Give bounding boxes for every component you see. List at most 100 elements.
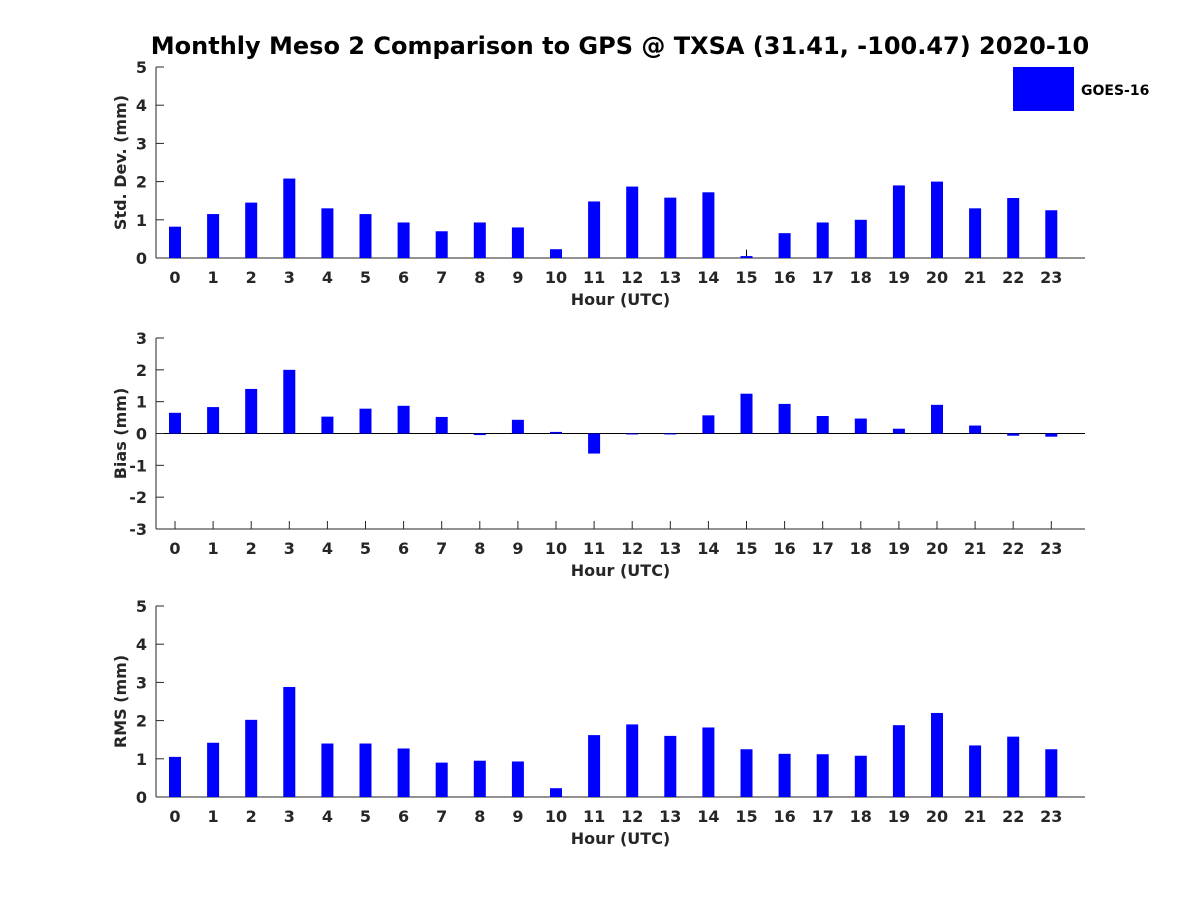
std-dev-bar-17 bbox=[816, 222, 829, 258]
bias-y-tick-label: 1 bbox=[136, 393, 147, 412]
bias-x-tick-label: 6 bbox=[398, 539, 409, 558]
std-dev-bar-2 bbox=[245, 202, 258, 258]
std-dev-bar-15 bbox=[740, 256, 753, 258]
std-dev-x-tick-label: 13 bbox=[659, 268, 681, 287]
bias-x-tick-label: 7 bbox=[436, 539, 447, 558]
bias-x-tick-label: 18 bbox=[850, 539, 872, 558]
std-dev-x-tick-label: 7 bbox=[436, 268, 447, 287]
rms-x-tick-label: 9 bbox=[512, 807, 523, 826]
rms-x-tick-label: 21 bbox=[964, 807, 986, 826]
std-dev-x-tick-label: 5 bbox=[360, 268, 371, 287]
std-dev-bar-0 bbox=[169, 226, 181, 258]
std-dev-x-tick-label: 17 bbox=[812, 268, 834, 287]
rms-x-tick-label: 19 bbox=[888, 807, 910, 826]
rms-x-tick-label: 4 bbox=[322, 807, 333, 826]
bias-x-axis-label: Hour (UTC) bbox=[571, 561, 671, 580]
chart-title: Monthly Meso 2 Comparison to GPS @ TXSA … bbox=[151, 32, 1089, 60]
rms-x-tick-label: 13 bbox=[659, 807, 681, 826]
bias-x-tick-label: 12 bbox=[621, 539, 643, 558]
rms-y-tick-label: 0 bbox=[136, 788, 147, 807]
bias-x-tick-label: 20 bbox=[926, 539, 948, 558]
bias-bar-14 bbox=[702, 415, 715, 434]
bias-x-tick-label: 16 bbox=[773, 539, 795, 558]
std-dev-bar-3 bbox=[283, 178, 296, 258]
rms-x-tick-label: 11 bbox=[583, 807, 605, 826]
rms-bar-7 bbox=[435, 762, 448, 797]
std-dev-x-tick-label: 4 bbox=[322, 268, 333, 287]
bias-bar-17 bbox=[816, 415, 829, 434]
rms-bar-9 bbox=[511, 761, 524, 797]
rms-bar-19 bbox=[892, 725, 905, 797]
std-dev-x-tick-label: 10 bbox=[545, 268, 567, 287]
bias-x-tick-label: 17 bbox=[812, 539, 834, 558]
std-dev-x-tick-label: 2 bbox=[246, 268, 257, 287]
rms-x-tick-label: 1 bbox=[208, 807, 219, 826]
std-dev-x-tick-label: 20 bbox=[926, 268, 948, 287]
rms-bar-16 bbox=[778, 753, 791, 797]
bias-bar-23 bbox=[1045, 433, 1058, 437]
bias-bar-19 bbox=[892, 428, 905, 434]
bias-y-tick-label: 3 bbox=[136, 329, 147, 348]
std-dev-x-tick-label: 16 bbox=[773, 268, 795, 287]
rms-y-tick-label: 1 bbox=[136, 750, 147, 769]
bias-bar-11 bbox=[588, 433, 601, 454]
std-dev-x-tick-label: 23 bbox=[1040, 268, 1062, 287]
rms-x-tick-label: 0 bbox=[169, 807, 180, 826]
rms-x-tick-label: 15 bbox=[735, 807, 757, 826]
bias-x-tick-label: 11 bbox=[583, 539, 605, 558]
bias-bar-21 bbox=[969, 425, 982, 434]
bias-y-tick-label: -2 bbox=[129, 488, 147, 507]
std-dev-bar-4 bbox=[321, 208, 334, 258]
std-dev-bar-20 bbox=[931, 181, 943, 258]
std-dev-x-tick-label: 3 bbox=[284, 268, 295, 287]
rms-bar-17 bbox=[816, 754, 829, 797]
rms-bar-13 bbox=[664, 735, 677, 797]
std-dev-y-tick-label: 0 bbox=[136, 249, 147, 268]
std-dev-bar-16 bbox=[778, 233, 791, 258]
std-dev-x-tick-label: 19 bbox=[888, 268, 910, 287]
rms-x-axis-label: Hour (UTC) bbox=[571, 829, 671, 848]
std-dev-bar-1 bbox=[207, 214, 220, 258]
bias-x-tick-label: 13 bbox=[659, 539, 681, 558]
rms-x-tick-label: 14 bbox=[697, 807, 719, 826]
std-dev-bar-13 bbox=[664, 197, 677, 258]
rms-bar-4 bbox=[321, 743, 334, 797]
std-dev-bar-22 bbox=[1007, 198, 1020, 258]
std-dev-x-tick-label: 6 bbox=[398, 268, 409, 287]
rms-x-tick-label: 7 bbox=[436, 807, 447, 826]
std-dev-bar-7 bbox=[435, 231, 448, 258]
std-dev-x-tick-label: 11 bbox=[583, 268, 605, 287]
bias-x-tick-label: 14 bbox=[697, 539, 719, 558]
std-dev-x-tick-label: 14 bbox=[697, 268, 719, 287]
std-dev-x-tick-label: 18 bbox=[850, 268, 872, 287]
rms-bar-8 bbox=[473, 760, 486, 797]
rms-bar-15 bbox=[740, 749, 753, 797]
bias-y-tick-label: -1 bbox=[129, 456, 147, 475]
bias-x-tick-label: 1 bbox=[208, 539, 219, 558]
rms-x-tick-label: 17 bbox=[812, 807, 834, 826]
std-dev-bar-21 bbox=[969, 208, 982, 258]
bias-y-tick-label: 2 bbox=[136, 361, 147, 380]
bias-x-tick-label: 9 bbox=[512, 539, 523, 558]
std-dev-bar-14 bbox=[702, 192, 715, 258]
rms-y-tick-label: 4 bbox=[136, 635, 147, 654]
bias-x-tick-label: 5 bbox=[360, 539, 371, 558]
bias-x-tick-label: 10 bbox=[545, 539, 567, 558]
bias-bar-15 bbox=[740, 393, 753, 434]
rms-x-tick-label: 10 bbox=[545, 807, 567, 826]
rms-bar-18 bbox=[854, 755, 867, 797]
bias-bar-5 bbox=[359, 408, 372, 434]
rms-bar-12 bbox=[626, 724, 639, 797]
bias-x-tick-label: 0 bbox=[169, 539, 180, 558]
rms-bar-5 bbox=[359, 743, 372, 797]
std-dev-x-tick-label: 1 bbox=[208, 268, 219, 287]
std-dev-bar-23 bbox=[1045, 210, 1058, 258]
rms-y-tick-label: 3 bbox=[136, 673, 147, 692]
rms-bar-1 bbox=[207, 742, 220, 797]
rms-bar-0 bbox=[169, 756, 181, 797]
std-dev-x-tick-label: 21 bbox=[964, 268, 986, 287]
std-dev-bar-5 bbox=[359, 214, 372, 258]
